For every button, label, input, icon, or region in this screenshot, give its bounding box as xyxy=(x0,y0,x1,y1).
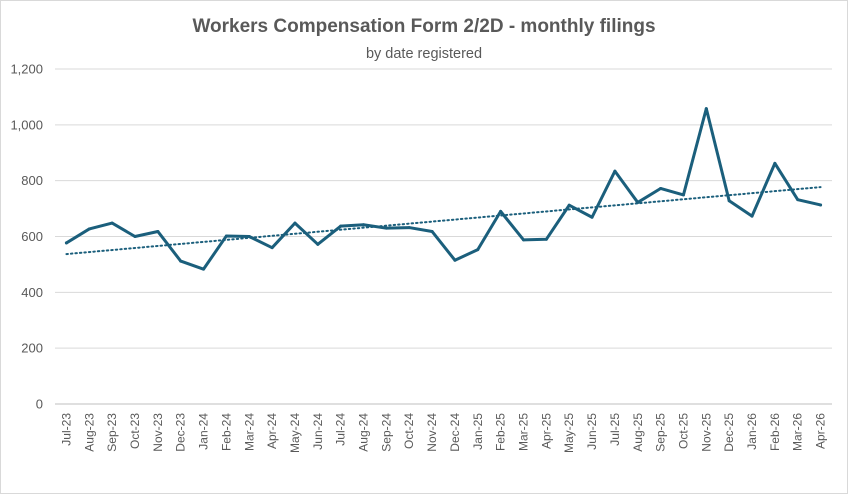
x-tick-label: Dec-23 xyxy=(174,413,188,452)
data-point xyxy=(476,248,480,252)
x-tick-label: Jul-23 xyxy=(59,413,73,446)
x-tick-label: May-24 xyxy=(288,413,302,453)
y-tick-label: 0 xyxy=(36,397,43,412)
x-tick-label: Feb-26 xyxy=(768,413,782,451)
x-tick-label: Aug-24 xyxy=(357,413,371,452)
data-point xyxy=(179,259,183,263)
x-tick-label: Jan-24 xyxy=(197,413,211,450)
x-tick-label: Sep-23 xyxy=(105,413,119,452)
x-tick-label: Oct-23 xyxy=(128,413,142,449)
x-tick-label: Oct-24 xyxy=(402,413,416,449)
data-point xyxy=(156,229,160,233)
data-point xyxy=(407,226,411,230)
data-point xyxy=(567,203,571,207)
data-point xyxy=(544,237,548,241)
chart-subtitle: by date registered xyxy=(365,46,483,62)
data-point xyxy=(681,193,685,197)
x-tick-label: Jun-24 xyxy=(311,413,325,450)
x-tick-label: Feb-24 xyxy=(219,413,233,451)
x-tick-label: Dec-24 xyxy=(448,413,462,452)
x-tick-label: Apr-26 xyxy=(814,413,828,449)
data-point xyxy=(521,238,525,242)
data-point xyxy=(704,107,708,111)
x-tick-label: Oct-25 xyxy=(676,413,690,449)
x-tick-label: Mar-26 xyxy=(791,413,805,451)
x-tick-label: Apr-25 xyxy=(539,413,553,449)
x-tick-label: Jan-25 xyxy=(471,413,485,450)
x-tick-label: Dec-25 xyxy=(722,413,736,452)
x-tick-label: Jul-24 xyxy=(334,413,348,446)
y-tick-label: 1,200 xyxy=(10,62,43,77)
data-point xyxy=(64,241,68,245)
data-point xyxy=(316,242,320,246)
data-point xyxy=(613,169,617,173)
data-point xyxy=(590,215,594,219)
data-point xyxy=(293,221,297,225)
x-tick-label: May-25 xyxy=(562,413,576,453)
y-tick-label: 1,000 xyxy=(10,117,43,132)
data-point xyxy=(499,209,503,213)
data-point xyxy=(453,258,457,262)
y-tick-label: 400 xyxy=(21,285,43,300)
data-point xyxy=(362,223,366,227)
trendline-group xyxy=(65,186,822,256)
data-point xyxy=(773,161,777,165)
x-tick-label: Apr-24 xyxy=(265,413,279,449)
x-tick-label: Feb-25 xyxy=(494,413,508,451)
data-point xyxy=(202,267,206,271)
chart-title: Workers Compensation Form 2/2D - monthly… xyxy=(192,16,656,37)
y-axis: 0 200 400 600 800 1,000 1,200 xyxy=(10,62,43,412)
trendline xyxy=(65,186,822,256)
data-point xyxy=(110,221,114,225)
series-group xyxy=(64,107,823,271)
data-point xyxy=(659,186,663,190)
data-point xyxy=(796,198,800,202)
gridlines xyxy=(55,68,832,405)
x-tick-label: Mar-24 xyxy=(242,413,256,451)
data-point xyxy=(87,227,91,231)
data-point xyxy=(727,199,731,203)
y-tick-label: 800 xyxy=(21,173,43,188)
x-axis: Jul-23 Aug-23 Sep-23 Oct-23 Nov-23 Dec-23 Jan-… xyxy=(59,413,827,453)
x-tick-label: Nov-23 xyxy=(151,413,165,452)
data-point xyxy=(430,229,434,233)
data-point xyxy=(750,214,754,218)
x-tick-label: Nov-24 xyxy=(425,413,439,452)
y-tick-label: 600 xyxy=(21,229,43,244)
data-point xyxy=(133,235,137,238)
data-point xyxy=(270,246,274,250)
x-tick-label: Aug-23 xyxy=(82,413,96,452)
data-point xyxy=(224,234,228,238)
data-point xyxy=(384,226,388,230)
data-point xyxy=(636,200,640,204)
x-tick-label: Jun-25 xyxy=(585,413,599,450)
y-tick-label: 200 xyxy=(21,341,43,356)
x-tick-label: Sep-24 xyxy=(379,413,393,452)
data-point xyxy=(339,224,343,228)
data-point xyxy=(819,203,823,207)
x-tick-label: Jul-25 xyxy=(608,413,622,446)
x-tick-label: Nov-25 xyxy=(699,413,713,452)
data-point xyxy=(247,235,251,238)
x-tick-label: Aug-25 xyxy=(631,413,645,452)
x-tick-label: Sep-25 xyxy=(654,413,668,452)
x-tick-label: Mar-25 xyxy=(516,413,530,451)
x-tick-label: Jan-26 xyxy=(745,413,759,450)
series-line xyxy=(64,107,823,271)
